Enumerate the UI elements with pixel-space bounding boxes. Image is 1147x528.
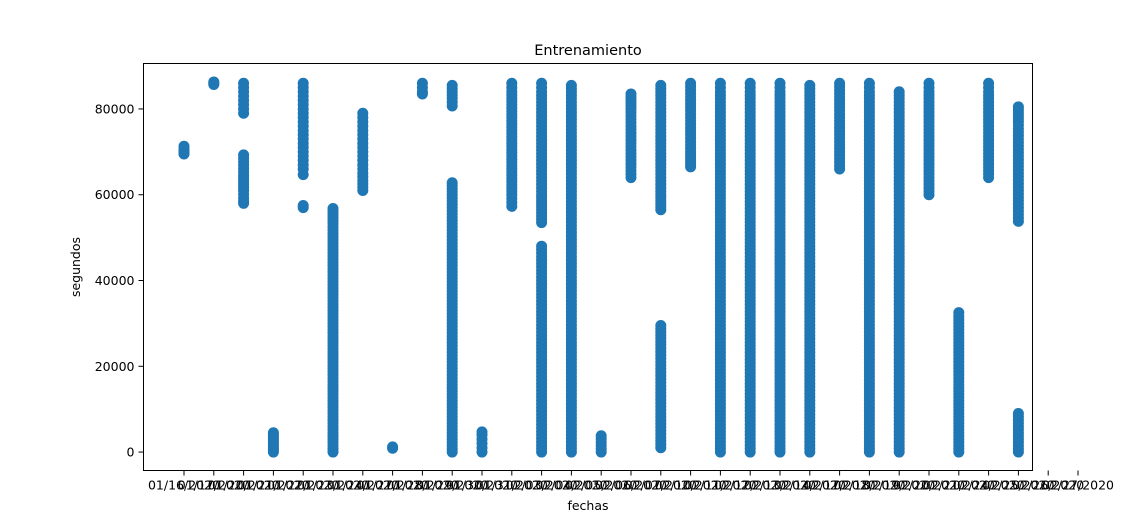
data-point bbox=[595, 430, 607, 442]
y-axis: 0 20000 40000 60000 80000 bbox=[95, 101, 144, 460]
x-tick-label: 02/14/2020 bbox=[774, 478, 846, 493]
x-tick-label: 01/29/2020 bbox=[416, 478, 488, 493]
x-tick-label: 02/26/2020 bbox=[1012, 478, 1084, 493]
data-point bbox=[714, 77, 726, 89]
x-tick-label: 01/17/2020 bbox=[178, 478, 250, 493]
x-tick-label: 02/11/2020 bbox=[684, 478, 756, 493]
x-tick-label: 02/25/2020 bbox=[982, 478, 1054, 493]
y-tick-label: 20000 bbox=[95, 359, 135, 374]
x-tick-label: 02/13/2020 bbox=[744, 478, 816, 493]
plot-area-frame bbox=[143, 63, 1033, 471]
data-point bbox=[357, 107, 369, 119]
x-tick-label: 02/12/2020 bbox=[714, 478, 786, 493]
data-point bbox=[1012, 101, 1024, 113]
x-axis: 01/16/202001/17/202001/20/202001/21/2020… bbox=[148, 470, 1114, 493]
x-tick-label: 02/24/2020 bbox=[953, 478, 1025, 493]
x-tick-label: 01/30/2020 bbox=[446, 478, 518, 493]
y-axis-label: segundos bbox=[68, 237, 83, 297]
x-tick-label: 02/10/2020 bbox=[655, 478, 727, 493]
chart-title: Entrenamiento bbox=[534, 43, 642, 59]
x-tick-label: 01/23/2020 bbox=[297, 478, 369, 493]
y-tick-label: 60000 bbox=[95, 187, 135, 202]
data-point bbox=[685, 77, 697, 89]
x-tick-label: 02/20/2020 bbox=[893, 478, 965, 493]
x-tick-label: 01/31/2020 bbox=[476, 478, 548, 493]
data-point bbox=[327, 202, 339, 214]
x-tick-label: 02/19/2020 bbox=[863, 478, 935, 493]
data-point bbox=[774, 77, 786, 89]
data-point bbox=[863, 77, 875, 89]
x-tick-label: 01/20/2020 bbox=[208, 478, 280, 493]
x-tick-label: 02/27/2020 bbox=[1042, 478, 1114, 493]
data-point bbox=[923, 77, 935, 89]
x-tick-label: 01/21/2020 bbox=[237, 478, 309, 493]
data-point bbox=[655, 320, 667, 332]
data-point bbox=[446, 177, 458, 189]
x-tick-label: 01/24/2020 bbox=[327, 478, 399, 493]
y-tick-label: 80000 bbox=[95, 101, 135, 116]
data-point bbox=[178, 140, 190, 152]
data-point bbox=[387, 441, 399, 453]
data-point bbox=[297, 199, 309, 211]
data-point bbox=[238, 77, 250, 89]
data-point bbox=[565, 79, 577, 91]
data-point bbox=[536, 77, 548, 89]
x-tick-label: 02/21/2020 bbox=[923, 478, 995, 493]
x-tick-label: 01/28/2020 bbox=[386, 478, 458, 493]
data-point bbox=[655, 79, 667, 91]
data-points bbox=[178, 76, 1024, 458]
data-point bbox=[267, 427, 279, 439]
y-tick-label: 0 bbox=[127, 445, 135, 460]
x-tick-label: 02/05/2020 bbox=[565, 478, 637, 493]
data-point bbox=[208, 76, 220, 88]
x-axis-label: fechas bbox=[567, 498, 608, 513]
x-tick-label: 02/04/2020 bbox=[535, 478, 607, 493]
data-point bbox=[1012, 407, 1024, 419]
x-tick-label: 02/03/2020 bbox=[506, 478, 578, 493]
x-tick-label: 02/07/2020 bbox=[625, 478, 697, 493]
data-point bbox=[476, 426, 488, 438]
data-point bbox=[625, 88, 637, 100]
x-tick-label: 02/18/2020 bbox=[833, 478, 905, 493]
y-tick-label: 40000 bbox=[95, 273, 135, 288]
data-point bbox=[804, 79, 816, 91]
data-point bbox=[744, 77, 756, 89]
data-point bbox=[953, 307, 965, 319]
data-point bbox=[983, 77, 995, 89]
data-point bbox=[536, 240, 548, 252]
x-tick-label: 01/22/2020 bbox=[267, 478, 339, 493]
data-point bbox=[446, 79, 458, 91]
data-point bbox=[238, 149, 250, 161]
x-tick-label: 01/27/2020 bbox=[357, 478, 429, 493]
data-point bbox=[834, 77, 846, 89]
data-point bbox=[893, 86, 905, 98]
data-point bbox=[506, 77, 518, 89]
data-point bbox=[297, 77, 309, 89]
data-point bbox=[416, 77, 428, 89]
x-tick-label: 02/06/2020 bbox=[595, 478, 667, 493]
x-tick-label: 02/17/2020 bbox=[804, 478, 876, 493]
x-tick-label: 01/16/2020 bbox=[148, 478, 220, 493]
